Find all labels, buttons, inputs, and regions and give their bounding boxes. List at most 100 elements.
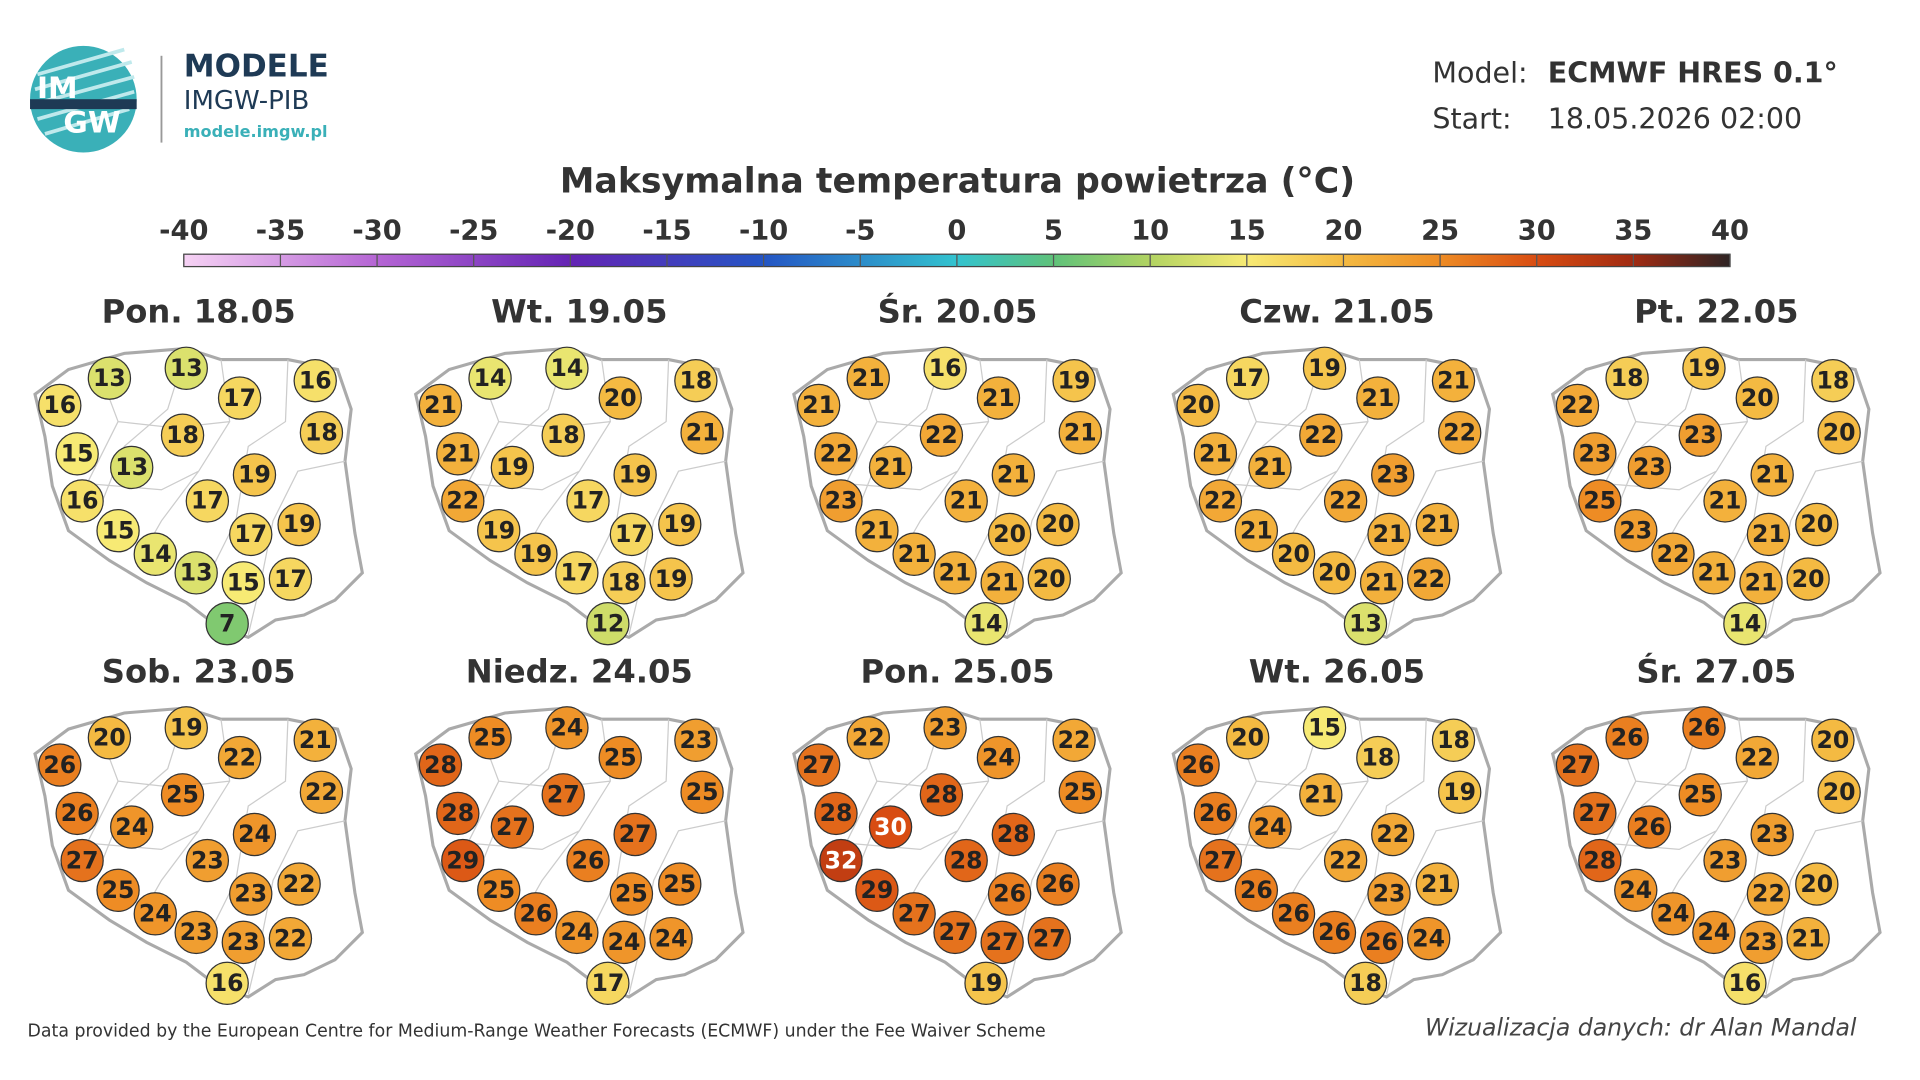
region-borders <box>845 349 1104 636</box>
station-marker <box>892 532 936 576</box>
station-marker <box>1248 805 1292 849</box>
station-marker <box>541 773 585 817</box>
station-value: 19 <box>520 540 553 568</box>
station-value: 30 <box>874 813 907 841</box>
station-marker <box>674 358 718 403</box>
station-marker <box>96 868 140 912</box>
station-marker <box>110 805 154 849</box>
station-marker <box>1555 383 1600 428</box>
station-value: 25 <box>102 876 135 904</box>
station-value: 21 <box>802 391 835 419</box>
station-value: 19 <box>619 461 652 489</box>
station-value: 23 <box>180 918 213 946</box>
region-borders <box>467 709 726 995</box>
station-value: 17 <box>615 520 648 548</box>
station-marker <box>674 718 718 762</box>
station-marker <box>991 453 1036 497</box>
station-value: 19 <box>496 453 529 481</box>
station-marker <box>232 812 277 857</box>
station-value: 25 <box>1684 781 1717 809</box>
day-title: Pon. 25.05 <box>860 652 1054 690</box>
station-value: 21 <box>986 569 1019 597</box>
station-marker <box>38 743 82 787</box>
station-marker <box>205 961 249 1005</box>
station-value: 21 <box>1361 384 1394 412</box>
station-value: 28 <box>441 799 474 827</box>
station-value: 27 <box>1033 924 1066 952</box>
day-title: Sob. 23.05 <box>102 652 296 690</box>
station-marker <box>819 479 863 523</box>
day-title: Pt. 22.05 <box>1634 293 1798 331</box>
station-marker <box>299 411 344 455</box>
station-marker <box>976 735 1021 780</box>
station-value: 27 <box>986 928 1019 956</box>
station-marker <box>933 551 977 595</box>
colorbar-tick-label: -10 <box>739 215 788 246</box>
station-value: 20 <box>1823 418 1856 446</box>
station-marker <box>991 812 1036 857</box>
station-value: 17 <box>234 520 267 548</box>
station-marker <box>1299 773 1343 817</box>
station-value: 18 <box>1611 364 1644 392</box>
station-marker <box>1811 358 1855 403</box>
station-value: 20 <box>1033 565 1066 593</box>
station-value: 20 <box>1277 540 1310 568</box>
station-value: 17 <box>572 487 605 515</box>
station-marker <box>1371 812 1415 857</box>
station-marker <box>1614 868 1658 912</box>
station-value: 24 <box>139 900 172 928</box>
station-marker <box>1746 512 1791 557</box>
station-marker <box>555 551 599 595</box>
title: Maksymalna temperatura powietrza (°C) <box>560 161 1355 201</box>
region-borders <box>1604 709 1863 995</box>
station-value: 24 <box>1619 876 1652 904</box>
region-borders <box>467 349 726 636</box>
station-value: 21 <box>1373 520 1406 548</box>
colorbar-tick-label: -5 <box>845 215 875 246</box>
station-value: 21 <box>1254 453 1287 481</box>
station-value: 25 <box>615 880 648 908</box>
station-value: 23 <box>825 487 858 515</box>
station-marker <box>541 413 585 457</box>
station-value: 21 <box>299 726 332 754</box>
station-value: 32 <box>825 846 858 874</box>
station-marker <box>868 805 913 849</box>
station-value: 17 <box>1231 364 1264 392</box>
station-marker <box>1198 838 1243 883</box>
station-marker <box>1614 509 1658 553</box>
station-value: 15 <box>102 516 135 544</box>
station-value: 20 <box>993 520 1026 548</box>
station-marker <box>1343 961 1388 1005</box>
station-marker <box>160 413 205 457</box>
station-marker <box>1234 868 1279 912</box>
station-marker <box>38 383 82 428</box>
station-value: 23 <box>1376 461 1409 489</box>
logo: IM GW <box>30 45 137 153</box>
logo-band <box>30 99 137 110</box>
station-value: 19 <box>663 510 696 538</box>
station-value: 21 <box>1745 569 1778 597</box>
station-value: 15 <box>1308 714 1341 742</box>
station-marker <box>1651 892 1695 936</box>
station-marker <box>919 413 964 457</box>
station-marker <box>1343 601 1388 646</box>
station-value: 21 <box>1064 418 1097 446</box>
station-value: 18 <box>608 569 641 597</box>
station-value: 13 <box>170 354 203 382</box>
station-marker <box>609 872 654 916</box>
station-value: 22 <box>1561 391 1594 419</box>
station-marker <box>649 916 693 961</box>
station-value: 22 <box>925 421 958 449</box>
station-marker <box>944 479 988 523</box>
station-value: 28 <box>1583 846 1616 874</box>
station-marker <box>268 916 313 961</box>
model-label: Model: <box>1432 56 1527 89</box>
station-value: 22 <box>1443 418 1476 446</box>
station-marker <box>1302 706 1347 750</box>
station-value: 17 <box>591 969 624 997</box>
model: ECMWF HRES 0.1° <box>1548 56 1838 89</box>
station-value: 19 <box>1058 366 1091 394</box>
